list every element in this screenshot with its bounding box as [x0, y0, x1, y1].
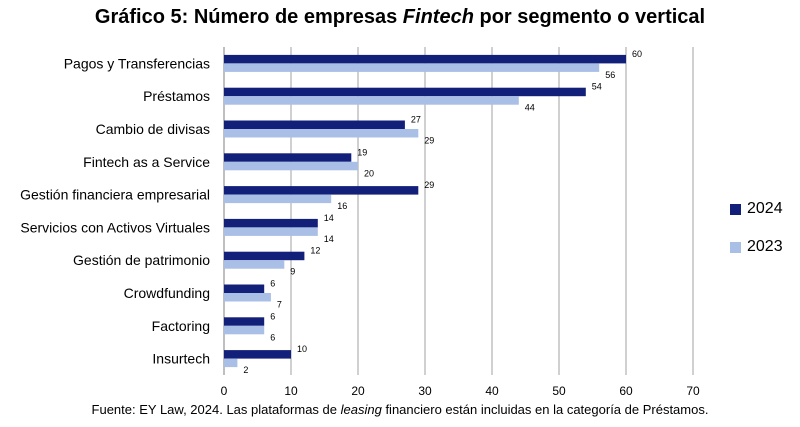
x-tick-label-50: 50	[552, 384, 566, 398]
legend-swatch-2024	[730, 203, 741, 215]
footnote-emphasis: leasing	[340, 402, 382, 417]
legend-item-2023: 2023	[730, 228, 783, 266]
data-label-2024-fintech-as-a-service: 19	[357, 147, 367, 157]
x-tick-label-70: 70	[686, 384, 700, 398]
bar-2024-servicios-con-activos-virtuales	[224, 218, 318, 228]
bar-2023-fintech-as-a-service	[224, 161, 358, 171]
title-suffix: por segmento o vertical	[473, 6, 706, 28]
bar-2023-insurtech	[224, 358, 238, 368]
data-label-2024-servicios-con-activos-virtuales: 14	[324, 213, 334, 223]
category-label-gestion-de-patrimonio: Gestión de patrimonio	[73, 252, 210, 268]
data-label-2024-cambio-de-divisas: 27	[411, 115, 421, 125]
data-label-2024-gestion-de-patrimonio: 12	[310, 246, 320, 256]
bar-2024-gestion-financiera-empresarial	[224, 186, 419, 195]
title-emphasis: Fintech	[402, 6, 474, 28]
legend-swatch-2023	[730, 241, 741, 253]
footnote: Fuente: EY Law, 2024. Las plataformas de…	[0, 402, 800, 417]
data-label-2023-cambio-de-divisas: 29	[424, 136, 434, 146]
data-label-2023-crowdfunding: 7	[277, 300, 282, 310]
legend-label-2023: 2023	[747, 238, 783, 255]
data-label-2024-insurtech: 10	[297, 344, 307, 354]
legend-label-2024: 2024	[747, 200, 783, 217]
x-tick-label-0: 0	[221, 384, 228, 398]
legend: 2024 2023	[730, 190, 783, 266]
bar-2023-gestion-financiera-empresarial	[224, 194, 332, 204]
category-label-prestamos: Préstamos	[143, 88, 210, 104]
title-prefix: Gráfico 5: Número de empresas	[94, 6, 403, 28]
category-label-insurtech: Insurtech	[152, 351, 210, 367]
bar-2024-fintech-as-a-service	[224, 153, 352, 162]
bar-2023-prestamos	[224, 96, 519, 105]
footnote-suffix: financiero están incluidas en la categor…	[381, 402, 709, 417]
x-tick-label-60: 60	[619, 384, 633, 398]
data-label-2023-factoring: 6	[270, 332, 275, 342]
bar-2024-crowdfunding	[224, 284, 265, 293]
data-label-2023-gestion-financiera-empresarial: 16	[337, 201, 347, 211]
bar-2024-insurtech	[224, 350, 291, 359]
data-label-2024-pagos-y-transferencias: 60	[632, 49, 642, 59]
data-label-2024-gestion-financiera-empresarial: 29	[424, 180, 434, 190]
data-label-2024-prestamos: 54	[592, 82, 602, 92]
bar-2023-factoring	[224, 325, 265, 335]
bar-2023-servicios-con-activos-virtuales	[224, 227, 318, 236]
data-label-2023-fintech-as-a-service: 20	[364, 168, 374, 178]
category-label-fintech-as-a-service: Fintech as a Service	[83, 154, 210, 170]
category-label-pagos-y-transferencias: Pagos y Transferencias	[64, 55, 210, 71]
bar-2023-pagos-y-transferencias	[224, 63, 600, 72]
category-label-cambio-de-divisas: Cambio de divisas	[96, 121, 210, 137]
data-label-2024-crowdfunding: 6	[270, 279, 275, 289]
bar-2023-crowdfunding	[224, 293, 271, 302]
data-label-2023-servicios-con-activos-virtuales: 14	[324, 234, 334, 244]
x-tick-label-40: 40	[485, 384, 499, 398]
bar-2024-prestamos	[224, 87, 586, 97]
bar-2023-gestion-de-patrimonio	[224, 260, 285, 269]
category-label-servicios-con-activos-virtuales: Servicios con Activos Virtuales	[20, 219, 210, 235]
footnote-prefix: Fuente: EY Law, 2024. Las plataformas de	[91, 402, 341, 417]
bar-2024-factoring	[224, 317, 265, 326]
chart-title: Gráfico 5: Número de empresas Fintech po…	[0, 6, 800, 29]
bar-2024-cambio-de-divisas	[224, 120, 405, 129]
bar-2024-pagos-y-transferencias	[224, 54, 626, 64]
x-tick-label-30: 30	[418, 384, 432, 398]
data-label-2023-pagos-y-transferencias: 56	[605, 70, 615, 80]
category-label-gestion-financiera-empresarial: Gestión financiera empresarial	[20, 187, 210, 203]
data-label-2024-factoring: 6	[270, 311, 275, 321]
data-label-2023-prestamos: 44	[525, 103, 535, 113]
data-label-2023-gestion-de-patrimonio: 9	[290, 267, 295, 277]
category-label-factoring: Factoring	[152, 318, 210, 334]
category-label-crowdfunding: Crowdfunding	[124, 285, 210, 301]
legend-item-2024: 2024	[730, 190, 783, 228]
bar-2023-cambio-de-divisas	[224, 129, 419, 138]
data-label-2023-insurtech: 2	[243, 365, 248, 375]
x-tick-label-20: 20	[351, 384, 365, 398]
x-tick-label-10: 10	[284, 384, 298, 398]
bar-2024-gestion-de-patrimonio	[224, 251, 305, 261]
